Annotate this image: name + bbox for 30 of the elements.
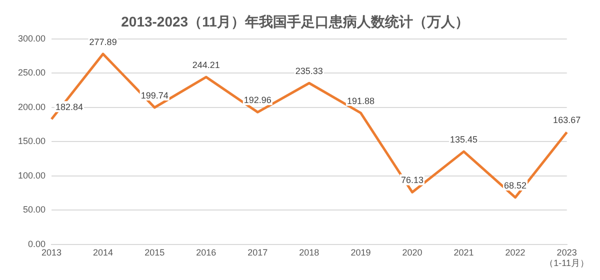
data-label: 191.88	[346, 96, 374, 106]
x-tick-label: 2015	[144, 247, 165, 258]
data-label: 76.13	[400, 175, 424, 186]
data-label: 182.84	[56, 102, 84, 112]
x-tick-label: 2016	[196, 247, 216, 258]
chart-title: 2013-2023（11月）年我国手足口患病人数统计（万人）	[121, 13, 469, 30]
data-label: 163.67	[553, 115, 581, 126]
data-label: 277.89	[89, 36, 117, 47]
x-tick-label: 2018	[299, 247, 320, 258]
x-tick-label: 2019	[350, 247, 371, 258]
data-label: 192.96	[244, 95, 272, 106]
x-tick-label: 2013	[42, 247, 62, 258]
data-label: 68.52	[504, 180, 527, 190]
data-label: 235.33	[295, 66, 323, 76]
y-tick-label: 0.00	[28, 238, 46, 249]
y-tick-label: 100.00	[18, 170, 46, 180]
x-tick-label: 2022	[505, 247, 526, 258]
x-tick-label: 2023 （1-11月）	[544, 247, 590, 268]
y-tick-label: 150.00	[18, 136, 46, 146]
data-label: 244.21	[192, 60, 220, 70]
y-tick-label: 250.00	[18, 68, 46, 78]
y-tick-label: 50.00	[22, 204, 46, 215]
x-tick-label: 2014	[93, 247, 114, 258]
x-tick-label: 2021	[454, 247, 474, 258]
data-label: 199.74	[140, 90, 168, 100]
y-tick-label: 200.00	[18, 102, 46, 112]
data-label: 135.45	[450, 134, 478, 145]
x-tick-label: 2020	[402, 247, 422, 258]
y-tick-label: 300.00	[18, 33, 46, 44]
x-tick-label: 2017	[248, 247, 268, 258]
